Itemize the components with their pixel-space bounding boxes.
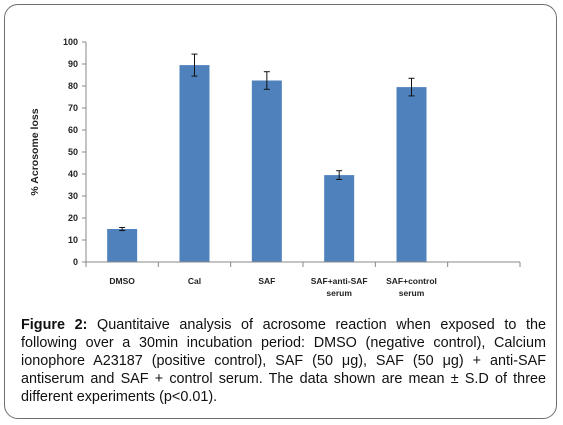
bar	[251, 80, 282, 262]
caption-text: Quantitaive analysis of acrosome reactio…	[21, 317, 546, 405]
x-category-label: DMSO	[109, 276, 135, 286]
x-category-label: SAF+control serum	[386, 276, 437, 298]
y-tick-label: 50	[68, 147, 78, 157]
bar	[324, 175, 355, 262]
bar	[396, 87, 427, 262]
figure-caption: Figure 2: Quantitaive analysis of acroso…	[21, 316, 546, 406]
x-category-label: SAF+anti-SAF serum	[311, 276, 368, 298]
x-category-label: Cal	[188, 276, 201, 286]
y-tick-label: 90	[68, 59, 78, 69]
caption-label: Figure 2:	[21, 317, 88, 333]
bars	[107, 65, 427, 262]
y-tick-label: 10	[68, 235, 78, 245]
x-category-label: SAF	[258, 276, 275, 286]
y-tick-label: 0	[73, 257, 78, 267]
error-bars	[119, 53, 415, 232]
y-tick-label: 30	[68, 191, 78, 201]
bar-chart: 0 10 20 30 40 50 60 70 80 90 100 DMSO Cal SAF SAF+ant…	[29, 37, 521, 298]
x-axis-categories: DMSO Cal SAF SAF+anti-SAF serum SAF+control se…	[85, 262, 521, 298]
y-tick-label: 70	[68, 103, 78, 113]
y-axis-ticks: 0 10 20 30 40 50 60 70 80 90 100	[63, 37, 86, 267]
y-tick-label: 20	[68, 213, 78, 223]
bar	[179, 65, 210, 262]
bar	[107, 229, 138, 262]
y-axis-title: % Acrosome loss	[29, 108, 41, 195]
y-tick-label: 80	[68, 81, 78, 91]
y-tick-label: 40	[68, 169, 78, 179]
y-tick-label: 100	[63, 37, 78, 47]
y-tick-label: 60	[68, 125, 78, 135]
